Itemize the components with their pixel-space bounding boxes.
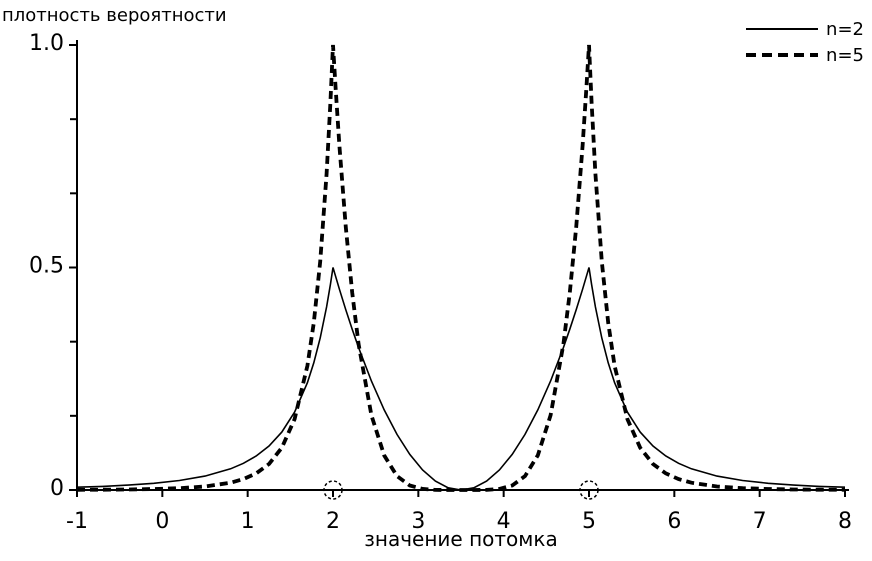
y-tick-label: 0.5 [29, 254, 64, 279]
legend-label-n5: n=5 [826, 44, 864, 66]
x-tick-label: -1 [66, 509, 88, 534]
x-tick-label: 1 [241, 509, 255, 534]
y-axis-title: плотность вероятности [2, 5, 227, 26]
x-tick-label: 5 [582, 509, 596, 534]
legend-label-n2: n=2 [826, 18, 864, 40]
x-tick-label: 2 [326, 509, 340, 534]
x-axis-title: значение потомка [364, 527, 558, 551]
x-tick-label: 3 [411, 509, 425, 534]
x-tick-label: 4 [497, 509, 511, 534]
series-curve-n=5 [76, 44, 846, 492]
legend: n=2 n=5 [746, 16, 864, 68]
legend-entry-n5: n=5 [746, 42, 864, 68]
y-tick-label: 1.0 [29, 31, 64, 56]
series-curve-n=2 [76, 267, 846, 491]
y-tick-label: 0 [50, 476, 64, 501]
parent-marker-circle [323, 480, 343, 500]
x-tick-label: 6 [667, 509, 681, 534]
x-tick-label: 7 [753, 509, 767, 534]
x-tick-label: 0 [155, 509, 169, 534]
legend-solid-line-sample-icon [746, 28, 819, 30]
x-tick-label: 8 [838, 509, 852, 534]
legend-dashed-line-sample-icon [746, 53, 819, 57]
legend-entry-n2: n=2 [746, 16, 864, 42]
parent-marker-circle [579, 480, 599, 500]
